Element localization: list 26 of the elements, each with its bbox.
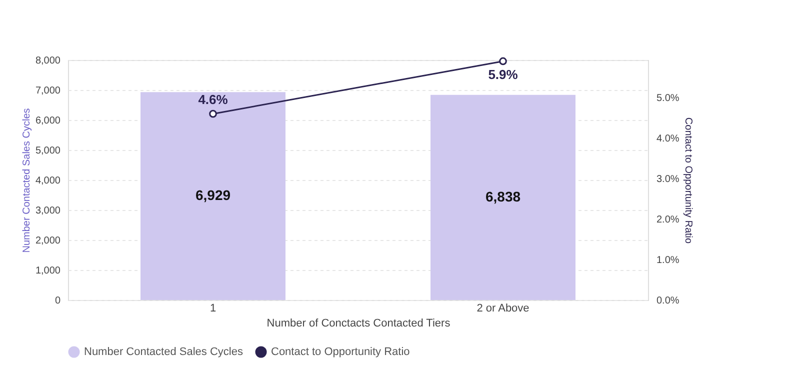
data-label: 6,929 — [195, 187, 231, 204]
x-tick-label: 2 or Above — [476, 302, 530, 314]
y2-tick-label: 0.0% — [656, 296, 680, 306]
y2-axis-title: Contact to Opportunity Ratio — [682, 117, 694, 244]
y2-tick-label: 5.0% — [656, 93, 680, 104]
legend-label: Contact to Opportunity Ratio — [271, 346, 410, 358]
y2-tick-label: 3.0% — [656, 174, 680, 186]
y-tick-label: 2,000 — [35, 236, 61, 246]
y2-tick-label: 2.0% — [656, 214, 680, 226]
x-axis-title: Number of Conctacts Contacted Tiers — [266, 318, 451, 330]
y-tick-label: 0 — [54, 296, 61, 306]
y-tick-label: 3,000 — [35, 206, 61, 216]
y-axis-title: Number Contacted Sales Cycles — [21, 108, 32, 253]
data-label: 5.9% — [488, 67, 518, 82]
y-tick-label: 4,000 — [35, 176, 61, 186]
y-tick-label: 5,000 — [35, 146, 61, 156]
y-tick-label: 1,000 — [35, 266, 61, 276]
legend-label: Number Contacted Sales Cycles — [84, 346, 244, 358]
x-tick-label: 1 — [210, 302, 216, 314]
y-tick-label: 6,000 — [35, 116, 61, 126]
y2-tick-label: 4.0% — [656, 134, 680, 145]
y2-tick-label: 1.0% — [656, 255, 680, 266]
data-label: 6,838 — [485, 188, 521, 204]
data-label: 4.6% — [198, 92, 228, 107]
y-tick-label: 7,000 — [35, 86, 61, 96]
y-tick-label: 8,000 — [35, 56, 61, 66]
